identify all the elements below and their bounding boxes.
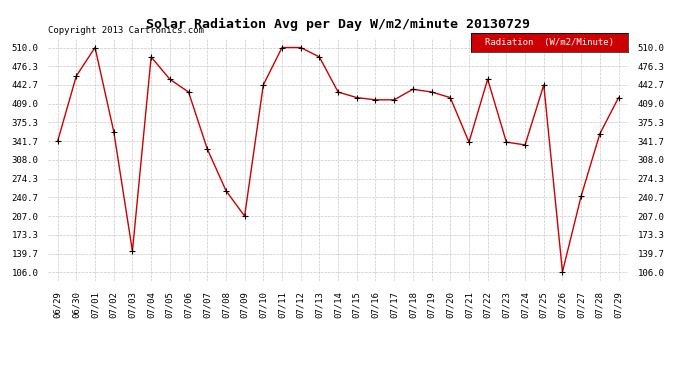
Title: Solar Radiation Avg per Day W/m2/minute 20130729: Solar Radiation Avg per Day W/m2/minute … — [146, 18, 530, 32]
Text: Copyright 2013 Cartronics.com: Copyright 2013 Cartronics.com — [48, 26, 204, 35]
